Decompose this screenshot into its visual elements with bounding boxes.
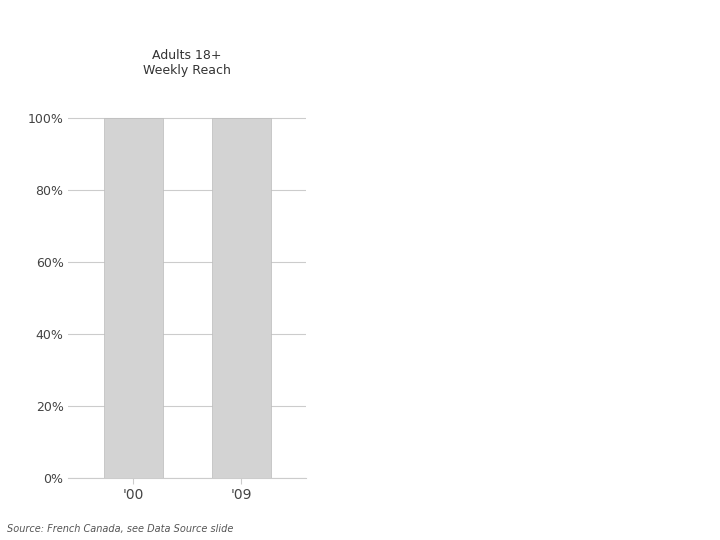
Bar: [212, 118, 271, 478]
Text: Adults 18+
Weekly Reach: Adults 18+ Weekly Reach: [143, 49, 231, 77]
Text: Source: French Canada, see Data Source slide: Source: French Canada, see Data Source s…: [7, 523, 233, 534]
Text: Reach: Reach: [224, 45, 300, 65]
Bar: [104, 118, 163, 478]
Text: Levels Changed Over Last 10: Levels Changed Over Last 10: [300, 45, 672, 65]
Text: How Have Media: How Have Media: [7, 45, 224, 65]
